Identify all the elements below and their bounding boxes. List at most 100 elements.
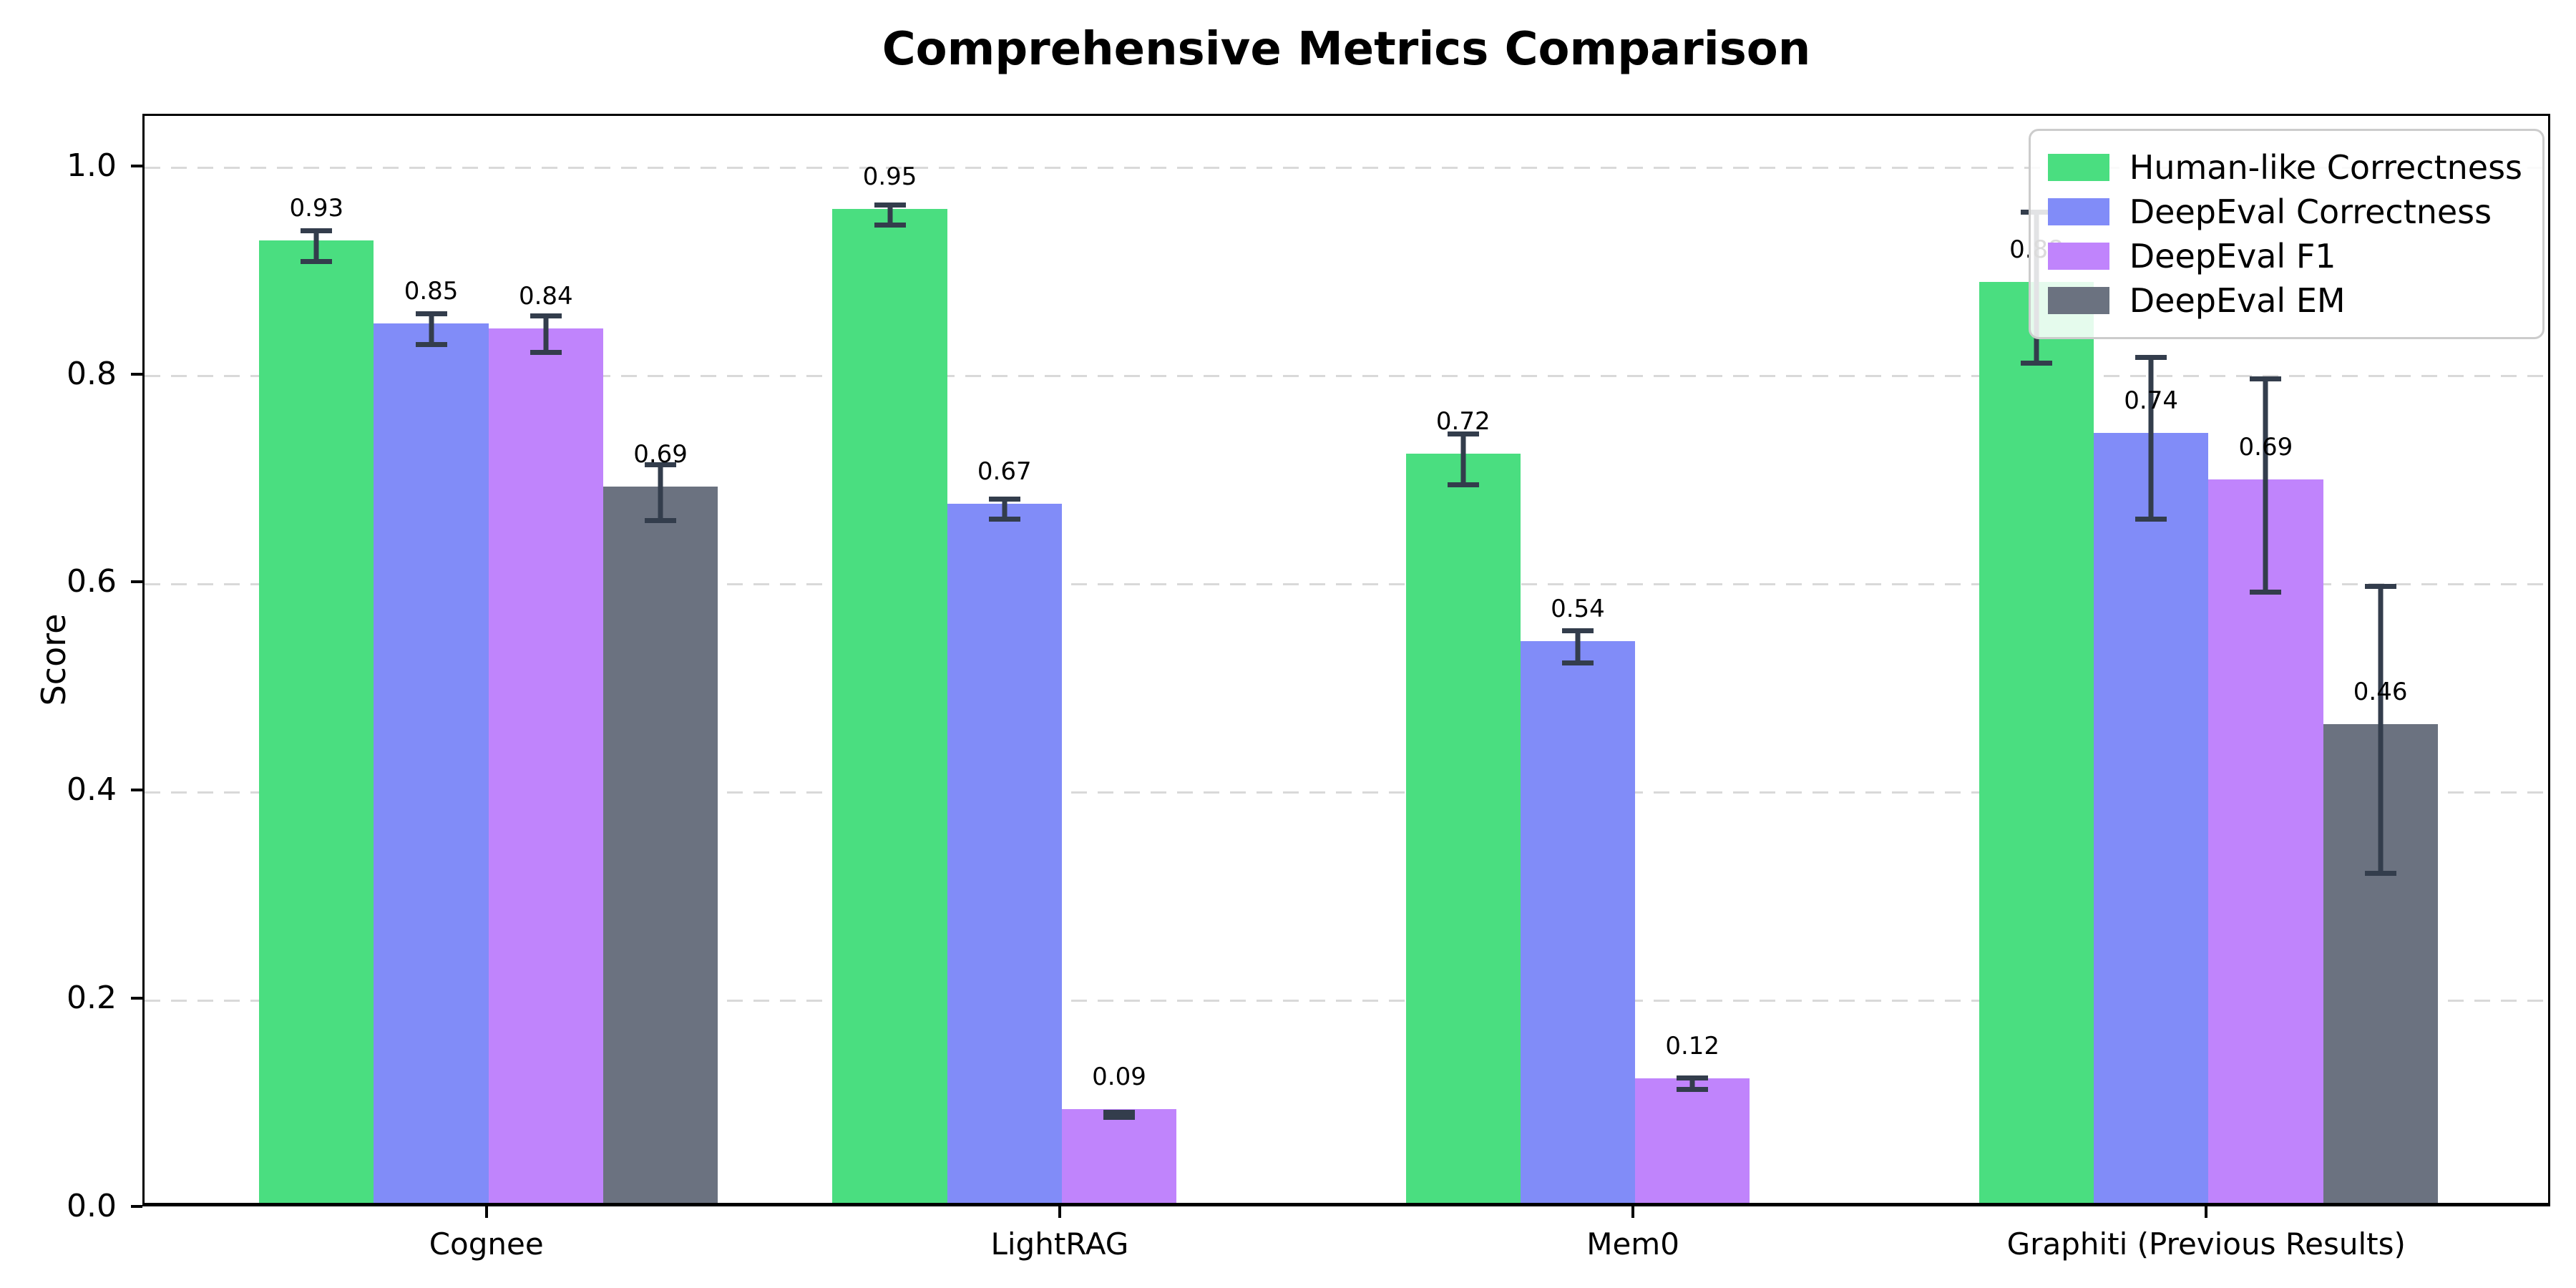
error-bar-cap-top [1561, 628, 1594, 633]
bar [1405, 453, 1521, 1203]
error-bar-line [2378, 584, 2384, 876]
error-bar-line [1116, 1109, 1122, 1121]
error-bar [1103, 1109, 1136, 1121]
bar-value-label: 0.46 [2353, 678, 2408, 707]
legend-swatch [2047, 287, 2109, 314]
bar-value-label: 0.74 [2124, 386, 2178, 415]
x-tick-label: LightRAG [990, 1226, 1129, 1262]
error-bar-line [1002, 497, 1008, 522]
bar [374, 323, 489, 1203]
x-axis-tick [1058, 1206, 1061, 1218]
bar [1520, 640, 1636, 1203]
error-bar-cap-top [1103, 1109, 1136, 1115]
bar-value-label: 0.09 [1092, 1063, 1146, 1092]
bar-value-label: 0.69 [633, 440, 688, 469]
error-bar-cap-bottom [1103, 1115, 1136, 1121]
y-tick-label: 0.4 [67, 771, 117, 809]
gridline [145, 167, 2548, 170]
error-bar-cap-top [2250, 376, 2282, 381]
error-bar-line [1575, 628, 1581, 665]
x-tick-label: Cognee [429, 1226, 544, 1262]
bar [2208, 479, 2323, 1203]
error-bar-cap-bottom [2020, 361, 2052, 366]
x-axis-tick [484, 1206, 488, 1218]
y-tick-label: 0.8 [67, 355, 117, 392]
error-bar-line [2263, 376, 2268, 595]
error-bar-cap-top [1447, 431, 1479, 436]
bar [1061, 1109, 1177, 1203]
error-bar-cap-bottom [530, 350, 562, 356]
bar-value-label: 0.67 [977, 457, 1032, 486]
y-tick-label: 1.0 [67, 147, 117, 184]
legend-item: DeepEval Correctness [2047, 190, 2522, 234]
y-axis-tick [131, 997, 142, 1000]
bar [488, 328, 603, 1203]
legend-item: DeepEval EM [2047, 278, 2522, 323]
bar [602, 487, 718, 1203]
legend-label: DeepEval Correctness [2129, 192, 2492, 231]
error-bar-cap-top [2135, 355, 2167, 361]
y-axis-tick [131, 164, 142, 167]
bar-value-label: 0.12 [1665, 1031, 1720, 1060]
legend-label: Human-like Correctness [2129, 148, 2522, 187]
bar [832, 209, 947, 1203]
bar [2094, 432, 2209, 1203]
legend-label: DeepEval F1 [2129, 237, 2336, 275]
chart-title: Comprehensive Metrics Comparison [882, 23, 1811, 76]
error-bar-cap-bottom [988, 517, 1020, 522]
error-bar-cap-bottom [2135, 517, 2167, 522]
error-bar [2250, 376, 2282, 595]
legend-item: Human-like Correctness [2047, 145, 2522, 190]
error-bar [415, 311, 447, 347]
error-bar-cap-bottom [1561, 660, 1594, 665]
error-bar-cap-bottom [1447, 482, 1479, 488]
error-bar-cap-bottom [415, 341, 447, 347]
error-bar-line [887, 202, 893, 228]
error-bar-cap-top [415, 311, 447, 317]
gridline [145, 582, 2548, 585]
y-axis-tick [131, 580, 142, 584]
error-bar-line [429, 311, 434, 347]
error-bar-cap-top [1677, 1075, 1709, 1080]
error-bar-line [1460, 431, 1466, 488]
error-bar-line [2148, 355, 2154, 522]
y-tick-label: 0.6 [67, 563, 117, 600]
y-axis-tick [131, 1205, 142, 1208]
x-tick-label: Mem0 [1586, 1226, 1679, 1262]
gridline [145, 375, 2548, 378]
error-bar [1447, 431, 1479, 488]
legend-swatch [2047, 154, 2109, 181]
y-axis-tick [131, 789, 142, 792]
y-axis-tick [131, 372, 142, 376]
legend-swatch [2047, 198, 2109, 225]
legend-label: DeepEval EM [2129, 281, 2346, 320]
error-bar [530, 313, 562, 356]
error-bar-cap-top [645, 462, 677, 468]
y-tick-label: 0.2 [67, 980, 117, 1017]
error-bar [988, 497, 1020, 522]
error-bar [645, 462, 677, 523]
error-bar-cap-top [301, 228, 333, 234]
error-bar-cap-bottom [2250, 589, 2282, 595]
legend-swatch [2047, 243, 2109, 270]
x-tick-label: Graphiti (Previous Results) [2006, 1226, 2406, 1262]
error-bar-line [543, 313, 549, 356]
error-bar-cap-bottom [874, 222, 906, 228]
bar-value-label: 0.95 [862, 162, 917, 192]
gridline [145, 791, 2548, 794]
error-bar [1561, 628, 1594, 665]
bar-value-label: 0.54 [1551, 594, 1605, 623]
bar [1979, 281, 2094, 1203]
error-bar-cap-top [530, 313, 562, 319]
gridline [145, 999, 2548, 1002]
error-bar [2364, 584, 2396, 876]
error-bar-cap-bottom [645, 517, 677, 523]
error-bar [301, 228, 333, 264]
error-bar-cap-bottom [301, 258, 333, 264]
legend: Human-like Correctness DeepEval Correctne… [2028, 129, 2545, 339]
legend-item: DeepEval F1 [2047, 234, 2522, 278]
bar-value-label: 0.93 [289, 193, 344, 223]
error-bar-line [1689, 1075, 1695, 1093]
bar-value-label: 0.72 [1435, 406, 1491, 436]
